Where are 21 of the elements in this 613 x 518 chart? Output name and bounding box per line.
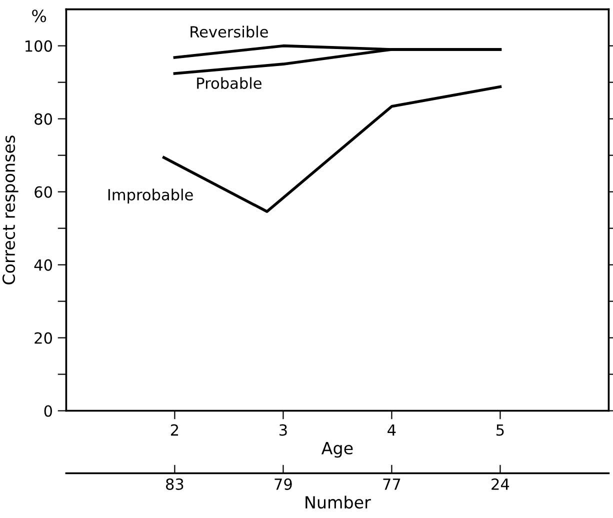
text: 83 bbox=[166, 478, 184, 490]
y-tick-label: 0 bbox=[44, 405, 52, 417]
y-tick-label: 20 bbox=[34, 332, 52, 344]
series-label: Improbable bbox=[108, 188, 193, 204]
y-tick-label: 80 bbox=[34, 113, 52, 125]
x-tick-label: 3 bbox=[280, 424, 287, 436]
text: % bbox=[32, 10, 46, 22]
y-tick-label: 100 bbox=[26, 40, 52, 52]
series-label: Probable bbox=[197, 77, 262, 89]
x-tick-label: 2 bbox=[170, 424, 178, 436]
text: 77 bbox=[383, 478, 400, 490]
text: 24 bbox=[492, 478, 510, 490]
x2-axis-title: Number bbox=[306, 496, 371, 509]
y-axis-title: Correct responses bbox=[2, 136, 18, 284]
series-label: Reversible bbox=[190, 26, 268, 38]
y-tick-label: 40 bbox=[34, 259, 52, 271]
text: 79 bbox=[274, 478, 292, 490]
x-axis-title: Age bbox=[321, 442, 353, 458]
x-tick-label: 5 bbox=[496, 424, 504, 436]
x-tick-label: 4 bbox=[388, 424, 396, 436]
y-tick-label: 60 bbox=[34, 186, 52, 198]
